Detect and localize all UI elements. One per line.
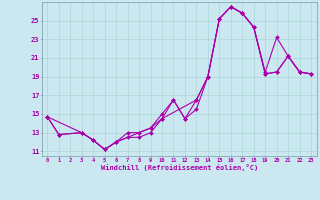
X-axis label: Windchill (Refroidissement éolien,°C): Windchill (Refroidissement éolien,°C) [100, 164, 258, 171]
